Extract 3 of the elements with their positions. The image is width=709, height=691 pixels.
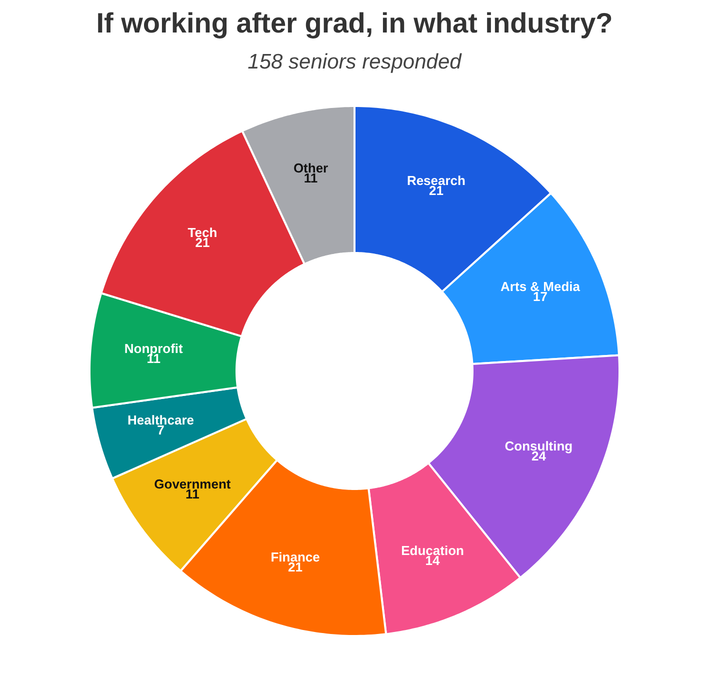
slice-label: Consulting xyxy=(504,438,573,454)
chart-subtitle: 158 seniors responded xyxy=(248,50,463,74)
chart-title: If working after grad, in what industry? xyxy=(96,8,613,38)
